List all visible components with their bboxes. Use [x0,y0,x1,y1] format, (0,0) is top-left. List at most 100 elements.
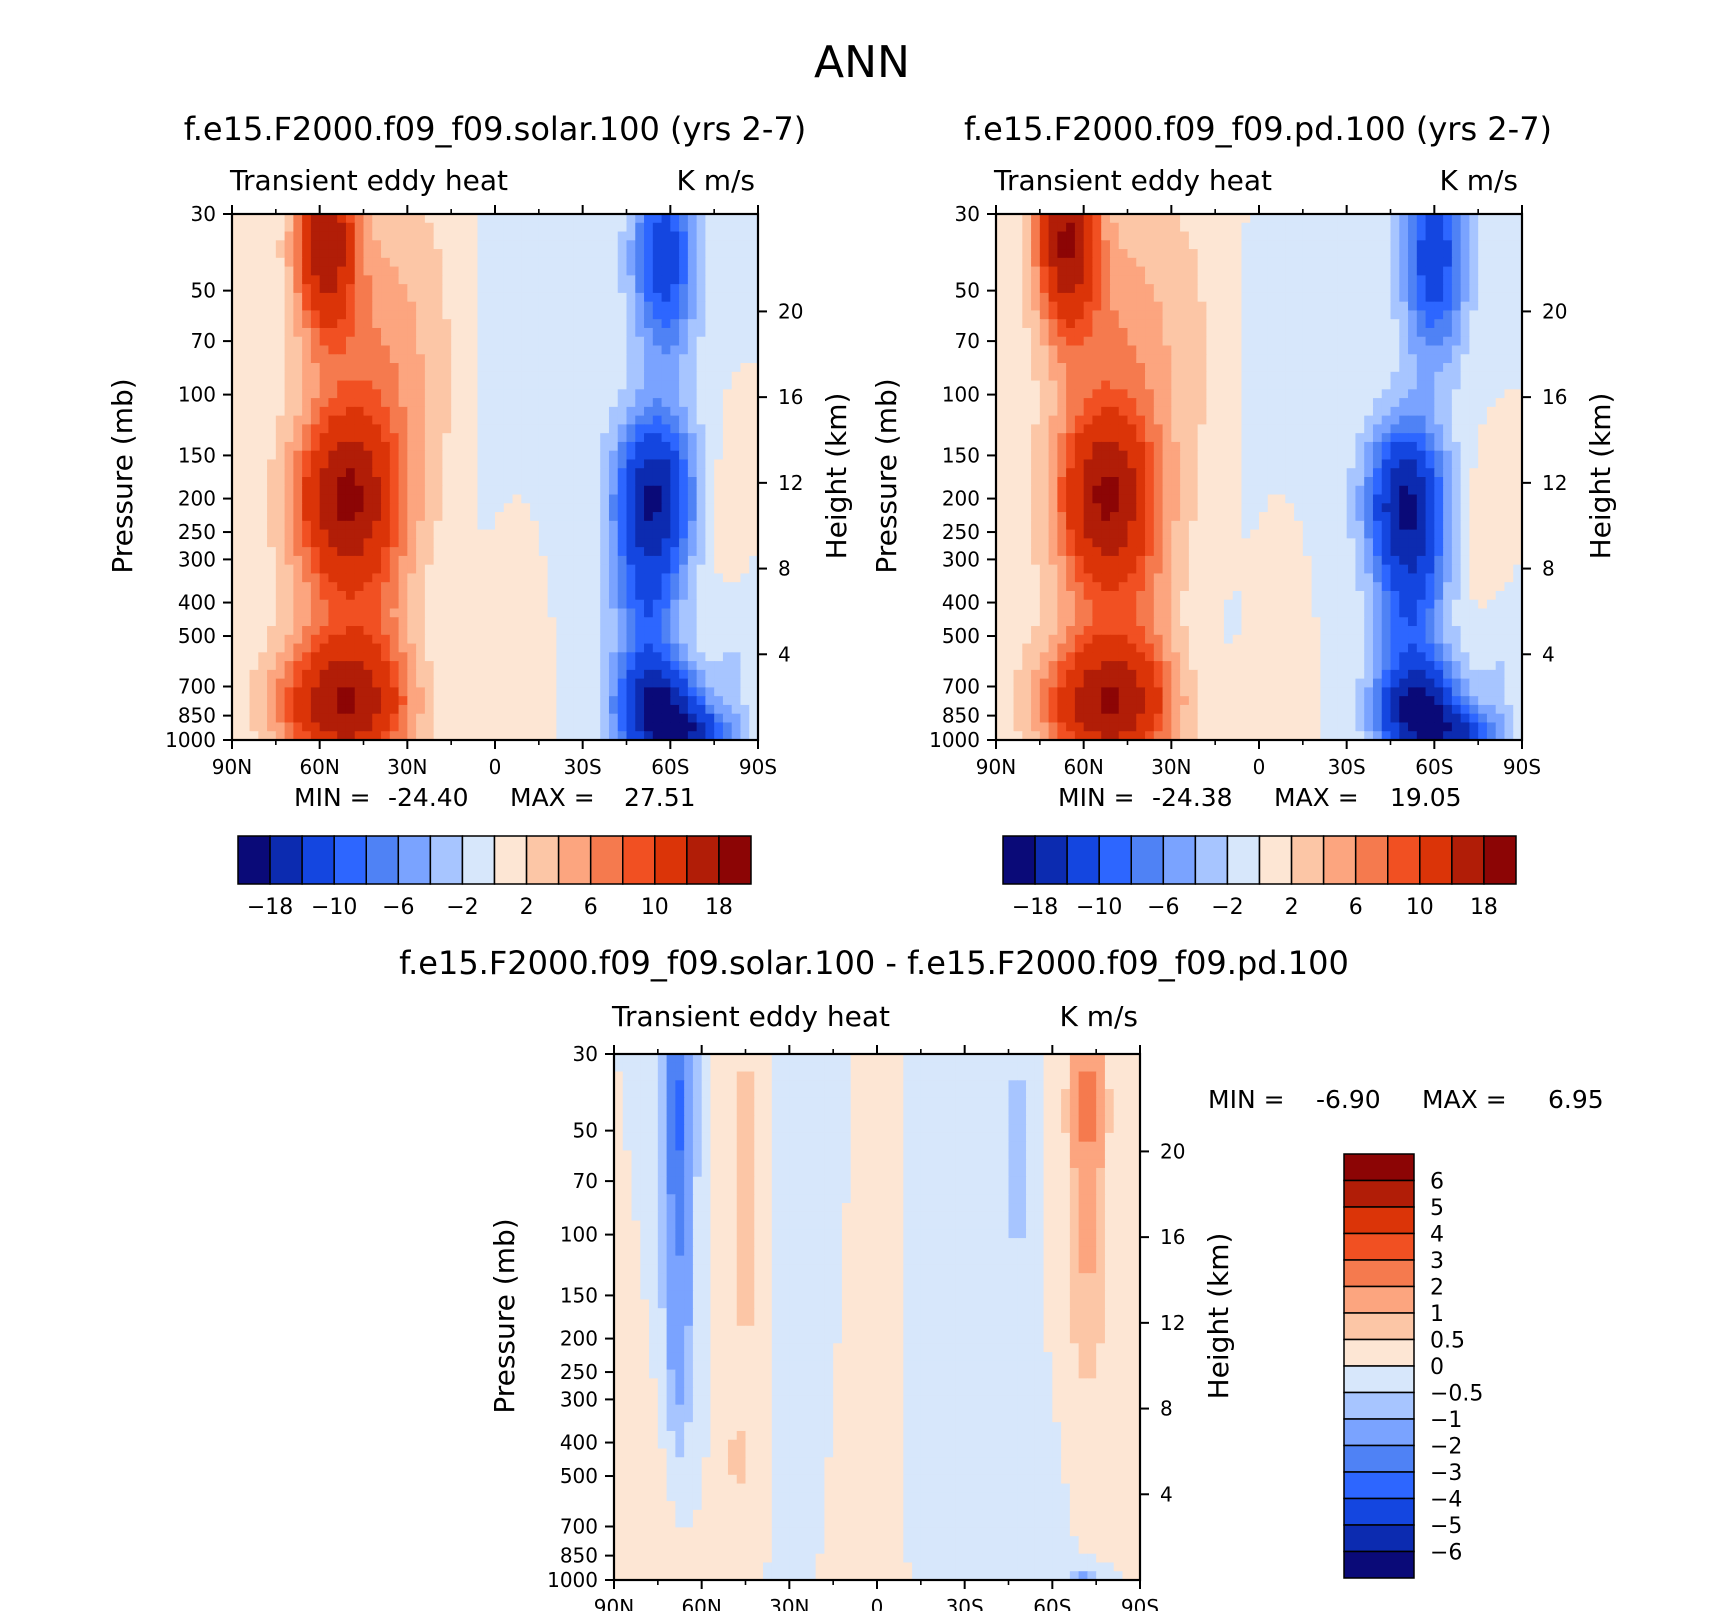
contour-cell [530,266,540,276]
contour-cell [1031,354,1041,364]
contour-cell [1504,275,1514,285]
contour-cell [407,284,417,294]
contour-cell [486,345,496,355]
contour-cell [670,336,680,347]
contour-cell [626,608,636,618]
contour-cell [416,433,426,443]
contour-cell [538,345,549,355]
contour-cell [696,389,706,399]
contour-cell [372,284,382,294]
contour-cell [302,477,312,487]
contour-cell [302,538,312,548]
contour-cell [1241,327,1251,338]
contour-cell [547,582,557,592]
contour-cell [389,371,400,382]
contour-cell [1013,336,1023,347]
contour-cell [1109,249,1120,259]
contour-cell [996,389,1006,399]
contour-cell [1153,301,1164,312]
contour-cell [416,599,426,610]
contour-cell [1241,222,1251,233]
contour-cell [1451,327,1462,338]
contour-cell [398,599,408,610]
contour-cell [1399,275,1409,285]
contour-cell [372,634,382,645]
contour-cell [1372,310,1383,320]
contour-cell [696,327,706,338]
contour-cell [1504,327,1514,338]
contour-cell [635,643,645,653]
contour-cell [407,389,417,399]
contour-cell [398,687,408,697]
contour-cell [1311,380,1321,390]
contour-cell [1469,310,1479,320]
contour-cell [232,547,242,557]
contour-cell [635,538,645,548]
contour-cell [459,704,470,715]
contour-cell [1206,240,1216,250]
contour-cell [267,590,277,601]
contour-cell [302,292,312,303]
contour-cell [451,669,461,680]
contour-cell [249,696,259,706]
contour-cell [451,722,461,732]
contour-cell [451,214,461,224]
contour-cell [389,441,400,452]
contour-cell [381,363,391,373]
contour-cell [381,643,391,653]
contour-cell [1188,266,1199,276]
contour-cell [600,652,610,662]
contour-cell [468,284,479,294]
contour-cell [591,292,601,303]
contour-cell [1504,292,1514,303]
contour-cell [705,231,715,241]
contour-cell [319,687,330,697]
contour-cell [424,389,435,399]
contour-cell [293,731,303,741]
contour-cell [1425,266,1435,276]
contour-cell [573,555,584,566]
contour-cell [530,257,540,268]
contour-cell [556,319,566,329]
contour-cell [328,214,338,224]
contour-cell [644,214,654,224]
contour-cell [363,284,373,294]
contour-cell [1223,363,1234,373]
contour-cell [644,608,654,618]
contour-cell [565,512,575,522]
contour-cell [547,415,557,425]
contour-cell [1241,336,1251,347]
contour-cell [1057,380,1067,390]
contour-cell [389,459,400,469]
contour-cell [1066,231,1076,241]
contour-cell [319,363,330,373]
contour-cell [696,582,706,592]
contour-cell [1197,310,1207,320]
contour-cell [1109,380,1120,390]
contour-cell [503,327,514,338]
contour-cell [670,687,680,697]
contour-cell [600,319,610,329]
contour-cell [1434,345,1444,355]
contour-cell [398,398,408,408]
contour-cell [600,389,610,399]
contour-cell [687,494,698,504]
contour-cell [1372,231,1383,241]
contour-cell [679,520,689,531]
contour-cell [600,441,610,452]
contour-cell [714,652,724,662]
contour-cell [1337,336,1348,347]
colorbar-swatch [493,835,528,885]
contour-cell [328,634,338,645]
contour-cell [1206,222,1216,233]
contour-cell [1101,310,1111,320]
contour-cell [407,398,417,408]
contour-cell [749,424,759,434]
contour-cell [1206,363,1216,373]
contour-cell [1250,327,1260,338]
contour-cell [302,573,312,583]
contour-cell [608,266,619,276]
contour-cell [407,722,417,732]
contour-cell [749,599,759,610]
contour-cell [705,547,715,557]
